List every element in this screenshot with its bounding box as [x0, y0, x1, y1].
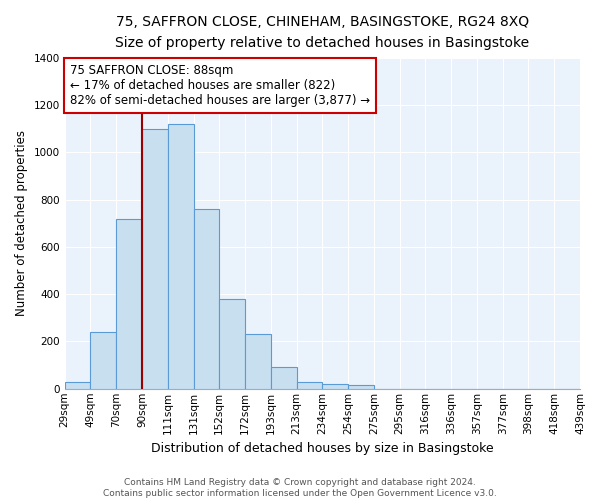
Bar — [65, 382, 91, 389]
Bar — [193, 209, 219, 389]
Text: 75 SAFFRON CLOSE: 88sqm
← 17% of detached houses are smaller (822)
82% of semi-d: 75 SAFFRON CLOSE: 88sqm ← 17% of detache… — [70, 64, 370, 108]
Bar — [91, 332, 116, 389]
Bar — [348, 385, 374, 389]
Bar — [142, 128, 168, 389]
Bar — [271, 368, 296, 389]
X-axis label: Distribution of detached houses by size in Basingstoke: Distribution of detached houses by size … — [151, 442, 494, 455]
Text: Contains HM Land Registry data © Crown copyright and database right 2024.
Contai: Contains HM Land Registry data © Crown c… — [103, 478, 497, 498]
Title: 75, SAFFRON CLOSE, CHINEHAM, BASINGSTOKE, RG24 8XQ
Size of property relative to : 75, SAFFRON CLOSE, CHINEHAM, BASINGSTOKE… — [115, 15, 529, 50]
Bar — [116, 218, 142, 389]
Bar — [322, 384, 348, 389]
Bar — [245, 334, 271, 389]
Bar — [219, 299, 245, 389]
Bar — [296, 382, 322, 389]
Y-axis label: Number of detached properties: Number of detached properties — [15, 130, 28, 316]
Bar — [168, 124, 193, 389]
